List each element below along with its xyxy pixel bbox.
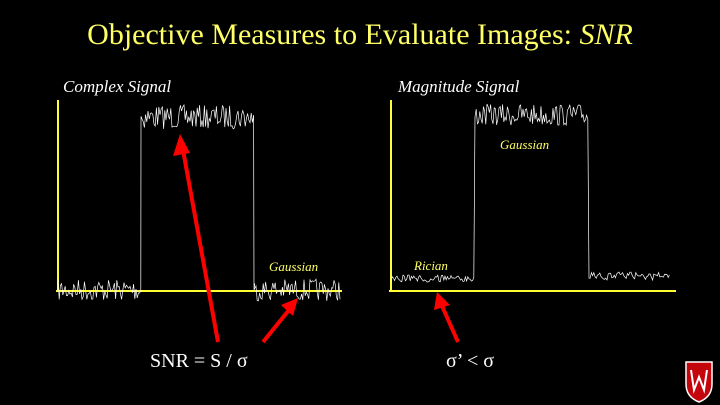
left-plot-label: Complex Signal xyxy=(63,77,172,96)
right-signal-label: Gaussian xyxy=(500,137,550,152)
title-main: Objective Measures to Evaluate Images: xyxy=(87,18,580,51)
right-plot-label: Magnitude Signal xyxy=(398,77,520,96)
noise-arrow xyxy=(261,298,298,344)
title-snr: SNR xyxy=(579,18,633,51)
right-noise-label: Rician xyxy=(414,258,448,273)
sigma-comparison: σ’ < σ xyxy=(446,350,495,372)
complex-signal-trace xyxy=(57,103,341,302)
uw-crest-icon xyxy=(685,361,713,403)
slide-title: Objective Measures to Evaluate Images: S… xyxy=(0,18,720,52)
magnitude-signal-trace xyxy=(390,103,670,283)
rician-noise-arrow xyxy=(434,292,460,343)
left-noise-label: Gaussian xyxy=(269,259,319,274)
signal-arrow xyxy=(173,134,220,343)
snr-formula: SNR = S / σ xyxy=(150,350,248,372)
